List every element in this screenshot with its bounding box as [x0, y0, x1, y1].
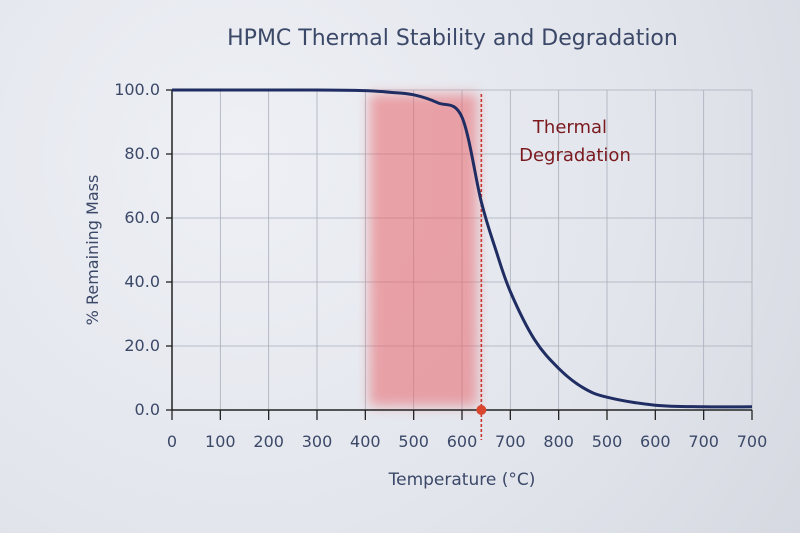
y-tick-label: 80.0 [124, 144, 160, 163]
x-tick-label: 400 [350, 432, 381, 451]
x-tick-label: 100 [205, 432, 236, 451]
annotation-line-1: Thermal [532, 117, 607, 138]
x-tick-label: 800 [543, 432, 574, 451]
degradation-onset-point [476, 405, 487, 415]
y-tick-label: 20.0 [124, 336, 160, 355]
x-tick-label: 700 [495, 432, 526, 451]
chart-title: HPMC Thermal Stability and Degradation [227, 26, 678, 51]
y-axis-label: % Remaining Mass [83, 175, 102, 326]
y-tick-label: 100.0 [114, 80, 160, 99]
y-tick-label: 0.0 [135, 400, 160, 419]
x-tick-label: 0 [167, 432, 177, 451]
y-tick-label: 60.0 [124, 208, 160, 227]
degradation-region [369, 94, 478, 406]
x-tick-label: 500 [592, 432, 623, 451]
x-tick-label: 200 [253, 432, 284, 451]
x-axis-label: Temperature (°C) [388, 470, 536, 490]
x-tick-label: 600 [640, 432, 671, 451]
x-tick-label: 600 [447, 432, 478, 451]
x-tick-label: 300 [302, 432, 333, 451]
annotation-line-2: Degradation [519, 145, 631, 166]
y-tick-label: 40.0 [124, 272, 160, 291]
x-tick-label: 700 [737, 432, 768, 451]
x-tick-label: 500 [398, 432, 429, 451]
x-tick-label: 700 [688, 432, 719, 451]
mass-curve [171, 88, 753, 409]
